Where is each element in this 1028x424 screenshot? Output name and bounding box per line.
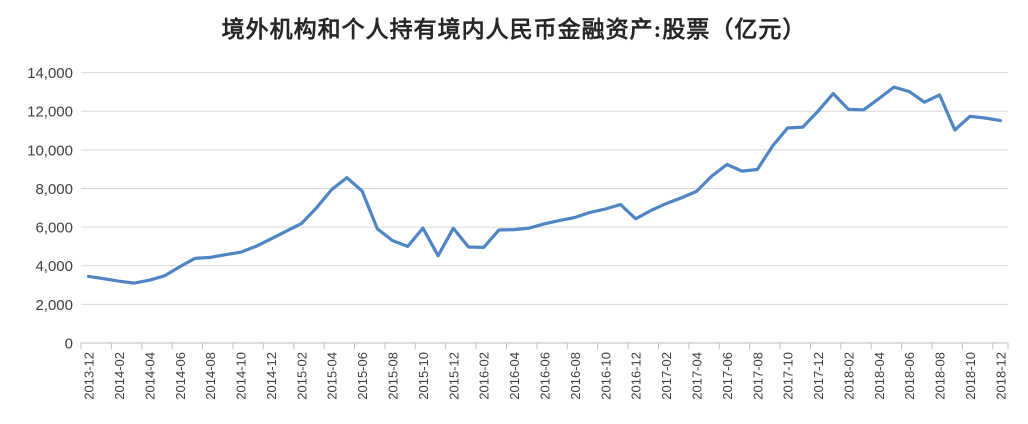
x-axis-label: 2013-12 — [82, 352, 97, 400]
x-axis-label: 2014-08 — [203, 352, 218, 400]
x-axis-label: 2016-08 — [568, 352, 583, 400]
x-axis-label: 2016-06 — [538, 352, 553, 400]
x-axis-label: 2017-02 — [659, 352, 674, 400]
gridlines — [81, 72, 1008, 305]
x-axis-label: 2018-08 — [933, 352, 948, 400]
y-axis-label: 10,000 — [27, 142, 73, 159]
x-axis-label: 2018-10 — [963, 352, 978, 400]
x-axis-label: 2018-06 — [902, 352, 917, 400]
x-axis-label: 2016-02 — [477, 352, 492, 400]
x-axis-label: 2015-02 — [294, 352, 309, 400]
y-axis-label: 8,000 — [35, 181, 73, 198]
x-axis-label: 2017-04 — [689, 352, 704, 400]
x-axis-label: 2014-06 — [173, 352, 188, 400]
x-axis-label: 2015-12 — [446, 352, 461, 400]
y-axis-label: 4,000 — [35, 258, 73, 275]
x-axis-label: 2017-06 — [720, 352, 735, 400]
x-axis-label: 2015-10 — [416, 352, 431, 400]
y-axis-label: 2,000 — [35, 297, 73, 314]
x-axis-label: 2014-02 — [112, 352, 127, 400]
y-axis-label: 6,000 — [35, 220, 73, 237]
x-axis-label: 2018-12 — [993, 352, 1008, 400]
y-axis-label: 12,000 — [27, 104, 73, 121]
y-axis-label: 0 — [65, 336, 73, 353]
x-axis-labels: 2013-12 2014-02 2014-04 2014-06 2014-08 2014-… — [82, 352, 1009, 400]
x-axis-ticks — [80, 343, 1009, 349]
chart-title: 境外机构和个人持有境内人民币金融资产:股票（亿元） — [221, 17, 807, 42]
x-axis-label: 2017-08 — [750, 352, 765, 400]
x-axis-label: 2018-04 — [872, 352, 887, 400]
y-axis-labels: 0 2,000 4,000 6,000 8,000 10,000 12,000 14,000 — [27, 65, 73, 352]
x-axis-label: 2016-10 — [598, 352, 613, 400]
x-axis-label: 2016-12 — [629, 352, 644, 400]
x-axis-label: 2014-12 — [264, 352, 279, 400]
x-axis-label: 2015-06 — [355, 352, 370, 400]
x-axis-label: 2017-10 — [781, 352, 796, 400]
data-line-series — [86, 85, 1003, 285]
x-axis-label: 2015-08 — [386, 352, 401, 400]
x-axis-label: 2017-12 — [811, 352, 826, 400]
x-axis-label: 2016-04 — [507, 352, 522, 400]
y-axis-label: 14,000 — [27, 65, 73, 82]
x-axis-label: 2014-10 — [234, 352, 249, 400]
x-axis-label: 2015-04 — [325, 352, 340, 400]
x-axis-label: 2014-04 — [142, 352, 157, 400]
x-axis-label: 2018-02 — [841, 352, 856, 400]
